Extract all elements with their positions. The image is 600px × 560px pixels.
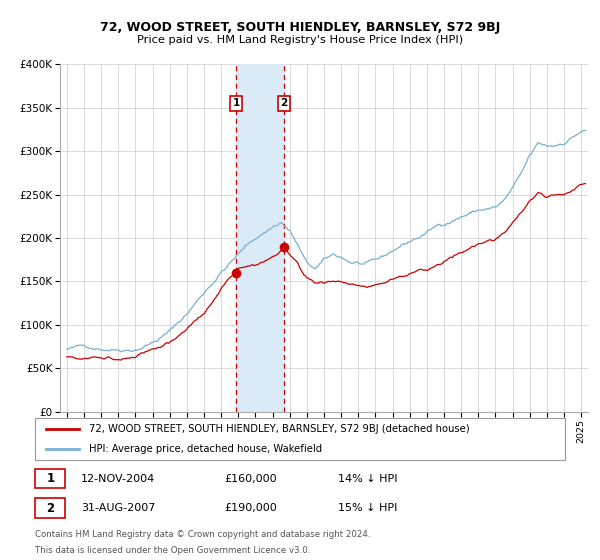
Text: 72, WOOD STREET, SOUTH HIENDLEY, BARNSLEY, S72 9BJ (detached house): 72, WOOD STREET, SOUTH HIENDLEY, BARNSLE… bbox=[89, 424, 470, 434]
Text: 1: 1 bbox=[46, 472, 55, 485]
Text: £160,000: £160,000 bbox=[224, 474, 277, 484]
Text: £190,000: £190,000 bbox=[224, 503, 277, 513]
FancyBboxPatch shape bbox=[35, 469, 65, 488]
Bar bbox=[236, 64, 284, 412]
Text: 1: 1 bbox=[232, 99, 239, 109]
Text: 31-AUG-2007: 31-AUG-2007 bbox=[82, 503, 155, 513]
Text: This data is licensed under the Open Government Licence v3.0.: This data is licensed under the Open Gov… bbox=[35, 546, 311, 555]
Text: 72, WOOD STREET, SOUTH HIENDLEY, BARNSLEY, S72 9BJ: 72, WOOD STREET, SOUTH HIENDLEY, BARNSLE… bbox=[100, 21, 500, 34]
Text: 15% ↓ HPI: 15% ↓ HPI bbox=[338, 503, 397, 513]
Text: 12-NOV-2004: 12-NOV-2004 bbox=[82, 474, 155, 484]
Text: 2: 2 bbox=[46, 502, 55, 515]
Text: Price paid vs. HM Land Registry's House Price Index (HPI): Price paid vs. HM Land Registry's House … bbox=[137, 35, 463, 45]
FancyBboxPatch shape bbox=[35, 418, 565, 460]
Text: Contains HM Land Registry data © Crown copyright and database right 2024.: Contains HM Land Registry data © Crown c… bbox=[35, 530, 371, 539]
Text: 2: 2 bbox=[280, 99, 287, 109]
FancyBboxPatch shape bbox=[35, 498, 65, 517]
Text: 14% ↓ HPI: 14% ↓ HPI bbox=[338, 474, 397, 484]
Text: HPI: Average price, detached house, Wakefield: HPI: Average price, detached house, Wake… bbox=[89, 444, 323, 454]
